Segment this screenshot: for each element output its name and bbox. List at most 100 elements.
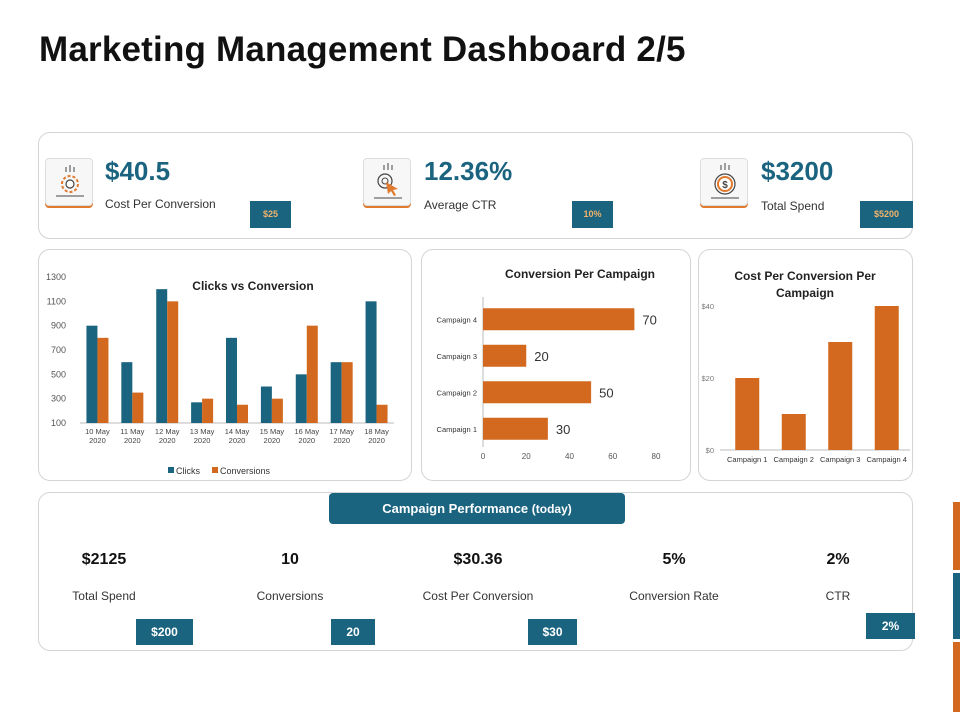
x-tick-label: 2020: [194, 436, 211, 445]
x-tick-label: 2020: [229, 436, 246, 445]
kpi-badge-total-spend: $5200: [860, 201, 913, 228]
x-tick-label: Campaign 3: [820, 455, 860, 464]
campaign-performance-subtitle: (today): [531, 502, 572, 516]
data-label: 50: [599, 385, 613, 400]
x-tick-label: 12 May: [155, 427, 180, 436]
chart-title-clicks-vs-conversion: Clicks vs Conversion: [192, 279, 314, 293]
bar-clicks-6: [295, 374, 307, 423]
kpi-label-average-ctr: Average CTR: [424, 198, 497, 212]
conversion-per-campaign-panel: [421, 249, 691, 481]
y-tick-label: 100: [51, 418, 66, 428]
y-tick-label: 500: [51, 369, 66, 379]
x-tick-label: 14 May: [225, 427, 250, 436]
x-tick-label: Campaign 1: [727, 455, 767, 464]
perf-label-conversions: Conversions: [256, 589, 324, 603]
y-tick-label: 700: [51, 345, 66, 355]
bar-conversions-5: [271, 398, 283, 423]
x-tick-label: 2020: [333, 436, 350, 445]
side-tab-middle: [953, 573, 960, 639]
x-tick-label: 18 May: [364, 427, 389, 436]
x-tick-label: 11 May: [120, 427, 144, 436]
page-title: Marketing Management Dashboard 2/5: [39, 30, 686, 69]
legend-label-clicks: Clicks: [176, 466, 200, 476]
side-tab-top: [953, 502, 960, 570]
x-tick-label: 2020: [124, 436, 141, 445]
x-tick-label: 17 May: [329, 427, 354, 436]
x-tick-label: Campaign 2: [774, 455, 814, 464]
chart-title-conversion-per-campaign: Conversion Per Campaign: [504, 267, 656, 281]
side-tab-bottom: [953, 642, 960, 712]
bar-conversions-7: [341, 362, 353, 423]
bar-campaign-2: [781, 414, 806, 450]
perf-badge-total-spend: $200: [136, 619, 193, 645]
x-tick-label: 2020: [264, 436, 281, 445]
bar-clicks-3: [191, 402, 203, 423]
x-tick-label: 60: [608, 452, 617, 461]
y-tick-label: Campaign 1: [437, 425, 477, 434]
perf-badge-conversions: 20: [331, 619, 375, 645]
y-tick-label: Campaign 2: [437, 388, 477, 397]
dollar-coin-icon: $: [700, 158, 748, 206]
bar-clicks-4: [226, 337, 237, 423]
x-tick-label: 2020: [159, 436, 176, 445]
perf-label-conversion-rate: Conversion Rate: [629, 589, 719, 603]
bar-campaign-4: [483, 308, 635, 331]
y-tick-label: 300: [51, 394, 66, 404]
kpi-value-cost-per-conversion: $40.5: [105, 156, 171, 186]
x-tick-label: 10 May: [85, 427, 110, 436]
kpi-panel: [38, 132, 913, 239]
bar-campaign-4: [874, 306, 899, 450]
cursor-click-icon: [363, 158, 411, 206]
bar-campaign-3: [828, 342, 853, 450]
legend-swatch-conversions: [212, 467, 218, 473]
campaign-performance-title: Campaign Performance: [382, 501, 529, 516]
bar-conversions-2: [167, 301, 179, 423]
y-tick-label: 1100: [47, 296, 66, 306]
perf-label-ctr: CTR: [825, 589, 851, 603]
bar-campaign-1: [735, 378, 760, 450]
legend-label-conversions: Conversions: [220, 466, 271, 476]
y-tick-label: Campaign 3: [437, 352, 477, 361]
bar-conversions-6: [306, 325, 318, 423]
bar-campaign-2: [483, 381, 592, 404]
perf-value-total-spend: $2125: [81, 551, 127, 568]
perf-badge-cost-per-conversion: $30: [528, 619, 577, 645]
y-tick-label: $0: [706, 446, 714, 455]
campaign-performance-header: Campaign Performance (today): [329, 493, 625, 524]
x-tick-label: 2020: [89, 436, 106, 445]
y-tick-label: 900: [51, 321, 66, 331]
bar-clicks-1: [121, 362, 133, 423]
perf-value-conversion-rate: 5%: [662, 551, 686, 568]
data-label: 30: [556, 422, 570, 437]
kpi-value-average-ctr: 12.36%: [424, 156, 513, 186]
bar-conversions-3: [202, 398, 214, 423]
perf-value-conversions: 10: [281, 551, 299, 568]
coin-gear-icon: [45, 158, 93, 206]
bar-clicks-8: [365, 301, 377, 423]
bar-campaign-3: [483, 344, 527, 367]
x-tick-label: 2020: [298, 436, 315, 445]
x-tick-label: Campaign 4: [867, 455, 907, 464]
cost-per-conversion-chart: $40 $20 $0 Campaign 1 Campaign 2 Campaign 3 Ca…: [701, 302, 910, 464]
chart-title-cost-per-conversion: Cost Per Conversion Per Campaign: [734, 269, 876, 300]
x-tick-label: 0: [481, 452, 486, 461]
bar-clicks-0: [86, 325, 98, 423]
conversion-per-campaign-chart: 0 20 40 60 80 Campaign 4 70 Campaign 3 20 Campaig…: [437, 297, 661, 461]
y-tick-label: $20: [701, 374, 714, 383]
bar-conversions-0: [97, 337, 109, 423]
kpi-badge-average-ctr: 10%: [572, 201, 613, 228]
perf-label-total-spend: Total Spend: [72, 589, 136, 603]
data-label: 70: [642, 312, 656, 327]
x-tick-label: 80: [652, 452, 661, 461]
y-tick-label: Campaign 4: [437, 315, 477, 324]
bar-conversions-4: [237, 404, 248, 423]
x-tick-label: 2020: [368, 436, 385, 445]
perf-label-cost-per-conversion: Cost Per Conversion: [422, 589, 534, 603]
kpi-badge-cost-per-conversion: $25: [250, 201, 291, 228]
x-tick-label: 13 May: [190, 427, 215, 436]
legend-swatch-clicks: [168, 467, 174, 473]
x-tick-label: 15 May: [260, 427, 285, 436]
bar-conversions-8: [376, 404, 388, 423]
perf-value-cost-per-conversion: $30.36: [453, 551, 503, 568]
